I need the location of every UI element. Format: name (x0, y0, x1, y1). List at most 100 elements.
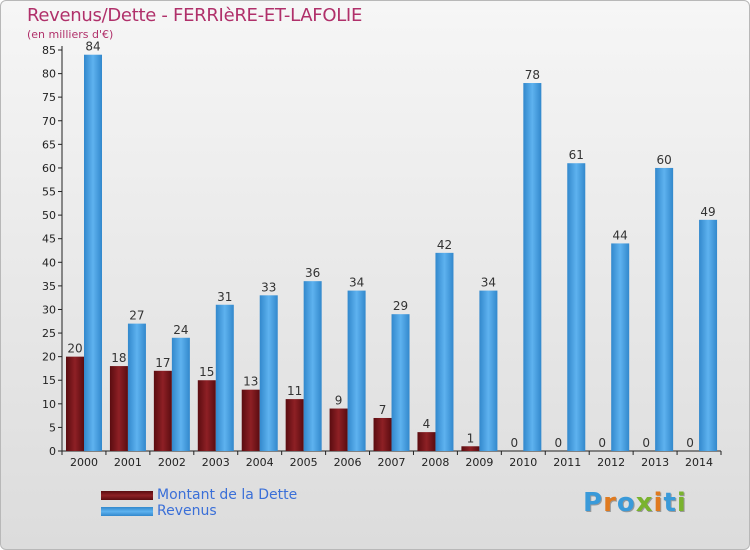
bar-dette-2001 (109, 366, 128, 451)
y-tick-label: 20 (42, 351, 56, 364)
x-tick-label: 2014 (685, 456, 713, 469)
x-tick-label: 2003 (202, 456, 230, 469)
legend-item-revenus: Revenus (101, 503, 297, 519)
y-tick-label: 80 (42, 68, 56, 81)
y-tick-label: 50 (42, 209, 56, 222)
bar-revenus-2012 (611, 243, 630, 451)
bar-revenus-2004 (259, 295, 278, 451)
value-label-revenus-2011: 61 (569, 148, 584, 162)
value-label-dette-2004: 13 (243, 375, 258, 389)
value-label-dette-2012: 0 (598, 436, 606, 450)
bar-revenus-2003 (215, 304, 234, 451)
value-label-dette-2000: 20 (67, 342, 82, 356)
bar-dette-2002 (153, 370, 172, 451)
x-tick-label: 2002 (158, 456, 186, 469)
y-tick-label: 75 (42, 91, 56, 104)
x-tick-label: 2004 (246, 456, 274, 469)
value-label-revenus-2003: 31 (217, 290, 232, 304)
bar-revenus-2010 (523, 83, 542, 451)
legend-label-dette: Montant de la Dette (157, 487, 298, 503)
bar-revenus-2001 (127, 323, 146, 451)
value-label-revenus-2012: 44 (613, 228, 628, 242)
bar-revenus-2006 (347, 290, 366, 451)
bar-revenus-2014 (699, 219, 718, 451)
value-label-revenus-2008: 42 (437, 238, 452, 252)
value-label-revenus-2013: 60 (656, 153, 671, 167)
x-tick-label: 2007 (378, 456, 406, 469)
value-label-revenus-2005: 36 (305, 266, 320, 280)
bar-revenus-2009 (479, 290, 498, 451)
bar-revenus-2011 (567, 163, 586, 452)
x-tick-label: 2001 (114, 456, 142, 469)
bar-dette-2004 (241, 389, 260, 451)
value-label-revenus-2006: 34 (349, 276, 364, 290)
value-label-dette-2005: 11 (287, 384, 302, 398)
bar-revenus-2013 (655, 167, 674, 452)
y-tick-label: 30 (42, 303, 56, 316)
y-tick-label: 65 (42, 138, 56, 151)
logo-letter: r (603, 488, 617, 518)
y-tick-label: 60 (42, 162, 56, 175)
x-tick-label: 2012 (597, 456, 625, 469)
logo-letter: o (616, 488, 636, 518)
value-label-revenus-2010: 78 (525, 68, 540, 82)
value-label-dette-2011: 0 (554, 436, 562, 450)
value-label-dette-2003: 15 (199, 365, 214, 379)
value-labels: 20 84 18 27 17 24 15 31 13 33 11 36 9 34 7 29 4 42 1 34 0 78 0… (67, 40, 715, 450)
bar-revenus-2007 (391, 314, 410, 451)
legend-item-dette: Montant de la Dette (101, 487, 297, 503)
value-label-revenus-2007: 29 (393, 299, 408, 313)
value-label-dette-2009: 1 (467, 431, 475, 445)
value-label-dette-2006: 9 (335, 394, 343, 408)
value-label-revenus-2000: 84 (85, 40, 100, 54)
bars (66, 54, 718, 452)
bar-dette-2009 (461, 446, 480, 451)
y-tick-label: 35 (42, 280, 56, 293)
logo-letter: i (653, 488, 664, 518)
value-label-revenus-2001: 27 (129, 309, 144, 323)
bar-dette-2008 (417, 432, 436, 451)
x-tick-label: 2010 (509, 456, 537, 469)
value-label-revenus-2009: 34 (481, 276, 496, 290)
legend-swatch-dette (101, 490, 153, 500)
y-tick-label: 10 (42, 398, 56, 411)
y-tick-label: 85 (42, 44, 56, 57)
value-label-revenus-2004: 33 (261, 280, 276, 294)
value-label-dette-2001: 18 (111, 351, 126, 365)
value-label-dette-2014: 0 (686, 436, 694, 450)
value-label-dette-2013: 0 (642, 436, 650, 450)
value-label-dette-2002: 17 (155, 356, 170, 370)
legend: Montant de la Dette Revenus (101, 487, 297, 519)
x-tick-label: 2013 (641, 456, 669, 469)
y-tick-label: 0 (49, 445, 56, 458)
y-tick-label: 70 (42, 115, 56, 128)
bar-dette-2000 (66, 356, 84, 451)
y-tick-label: 25 (42, 327, 56, 340)
x-tick-label: 2005 (290, 456, 318, 469)
proxiti-logo: Proxiti (583, 488, 687, 518)
x-tick-label: 2000 (70, 456, 98, 469)
value-label-dette-2008: 4 (423, 417, 431, 431)
logo-letter: P (583, 488, 604, 518)
bar-dette-2003 (197, 380, 216, 451)
bar-revenus-2002 (171, 337, 190, 451)
chart-title: Revenus/Dette - FERRIèRE-ET-LAFOLIE (27, 5, 363, 26)
logo-letter: t (663, 488, 677, 518)
logo-letter: x (635, 488, 654, 518)
bar-dette-2007 (373, 417, 392, 451)
chart-subtitle: (en milliers d'€) (27, 28, 114, 41)
y-tick-label: 55 (42, 186, 56, 199)
x-tick-label: 2009 (465, 456, 493, 469)
y-tick-label: 5 (49, 421, 56, 434)
logo-letter: i (676, 488, 687, 518)
bar-revenus-2008 (435, 252, 454, 451)
x-tick-label: 2011 (553, 456, 581, 469)
y-tick-label: 40 (42, 256, 56, 269)
value-label-revenus-2014: 49 (700, 205, 715, 219)
x-tick-label: 2008 (421, 456, 449, 469)
legend-swatch-revenus (101, 506, 153, 516)
y-tick-label: 15 (42, 374, 56, 387)
value-label-dette-2010: 0 (511, 436, 519, 450)
bar-dette-2005 (285, 399, 304, 451)
